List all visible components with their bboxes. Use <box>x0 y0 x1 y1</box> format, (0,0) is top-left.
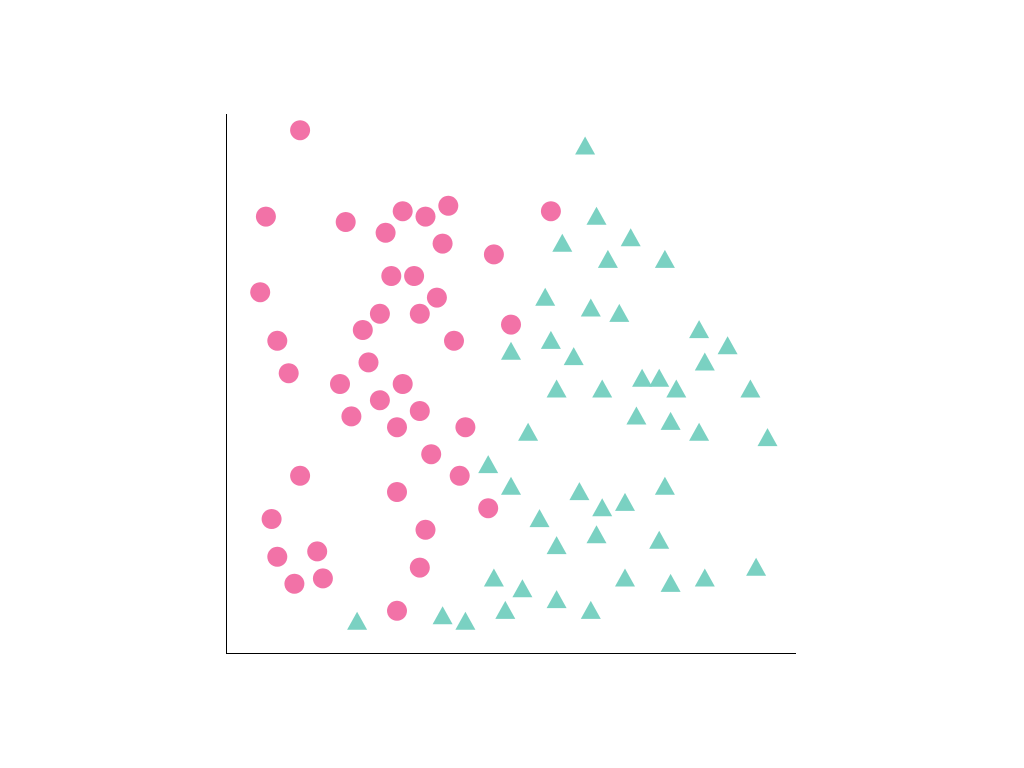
marker <box>695 353 715 371</box>
marker <box>632 369 652 387</box>
marker <box>404 266 424 286</box>
marker <box>387 482 407 502</box>
marker <box>267 547 287 567</box>
series-series-a <box>250 120 561 621</box>
marker <box>359 352 379 372</box>
marker <box>592 380 612 398</box>
marker <box>695 569 715 587</box>
marker <box>433 606 453 624</box>
marker <box>427 288 447 308</box>
marker <box>615 493 635 511</box>
marker <box>347 612 367 630</box>
marker <box>598 250 618 268</box>
marker <box>495 601 515 619</box>
marker <box>575 137 595 155</box>
marker <box>370 390 390 410</box>
marker <box>530 509 550 527</box>
marker <box>455 417 475 437</box>
marker <box>290 466 310 486</box>
marker <box>655 250 675 268</box>
marker <box>444 331 464 351</box>
marker <box>262 509 282 529</box>
marker <box>393 374 413 394</box>
marker <box>541 331 561 349</box>
marker <box>655 477 675 495</box>
marker <box>581 299 601 317</box>
marker <box>615 569 635 587</box>
marker <box>370 304 390 324</box>
marker <box>564 347 584 365</box>
marker <box>689 423 709 441</box>
marker <box>626 407 646 425</box>
marker <box>518 423 538 441</box>
marker <box>438 196 458 216</box>
marker <box>592 498 612 516</box>
marker <box>501 477 521 495</box>
marker <box>256 207 276 227</box>
marker <box>416 207 436 227</box>
marker <box>689 320 709 338</box>
marker <box>433 234 453 254</box>
marker <box>376 223 396 243</box>
marker <box>478 498 498 518</box>
marker <box>740 380 760 398</box>
marker <box>336 212 356 232</box>
marker <box>535 288 555 306</box>
marker <box>547 536 567 554</box>
marker <box>290 120 310 140</box>
marker <box>307 541 327 561</box>
marker <box>410 401 430 421</box>
marker <box>547 380 567 398</box>
marker <box>284 574 304 594</box>
marker <box>484 569 504 587</box>
marker <box>661 412 681 430</box>
marker <box>649 531 669 549</box>
marker <box>649 369 669 387</box>
marker <box>279 363 299 383</box>
marker <box>609 304 629 322</box>
marker <box>410 304 430 324</box>
marker <box>746 558 766 576</box>
scatter-chart <box>226 114 796 654</box>
marker <box>387 601 407 621</box>
marker <box>393 201 413 221</box>
marker <box>341 406 361 426</box>
marker <box>410 558 430 578</box>
marker <box>621 228 641 246</box>
marker <box>450 466 470 486</box>
marker <box>421 444 441 464</box>
marker <box>455 612 475 630</box>
marker <box>541 201 561 221</box>
marker <box>484 244 504 264</box>
marker <box>387 417 407 437</box>
marker <box>569 482 589 500</box>
marker <box>478 455 498 473</box>
marker <box>416 520 436 540</box>
marker <box>501 342 521 360</box>
marker <box>313 568 333 588</box>
marker <box>718 336 738 354</box>
marker <box>501 315 521 335</box>
marker <box>267 331 287 351</box>
marker <box>758 428 778 446</box>
marker <box>330 374 350 394</box>
marker <box>512 579 532 597</box>
marker <box>353 320 373 340</box>
marker <box>552 234 572 252</box>
marker <box>547 590 567 608</box>
marker <box>587 207 607 225</box>
marker <box>581 601 601 619</box>
marker <box>661 574 681 592</box>
marker <box>381 266 401 286</box>
marker <box>666 380 686 398</box>
marker <box>587 525 607 543</box>
marker <box>250 282 270 302</box>
